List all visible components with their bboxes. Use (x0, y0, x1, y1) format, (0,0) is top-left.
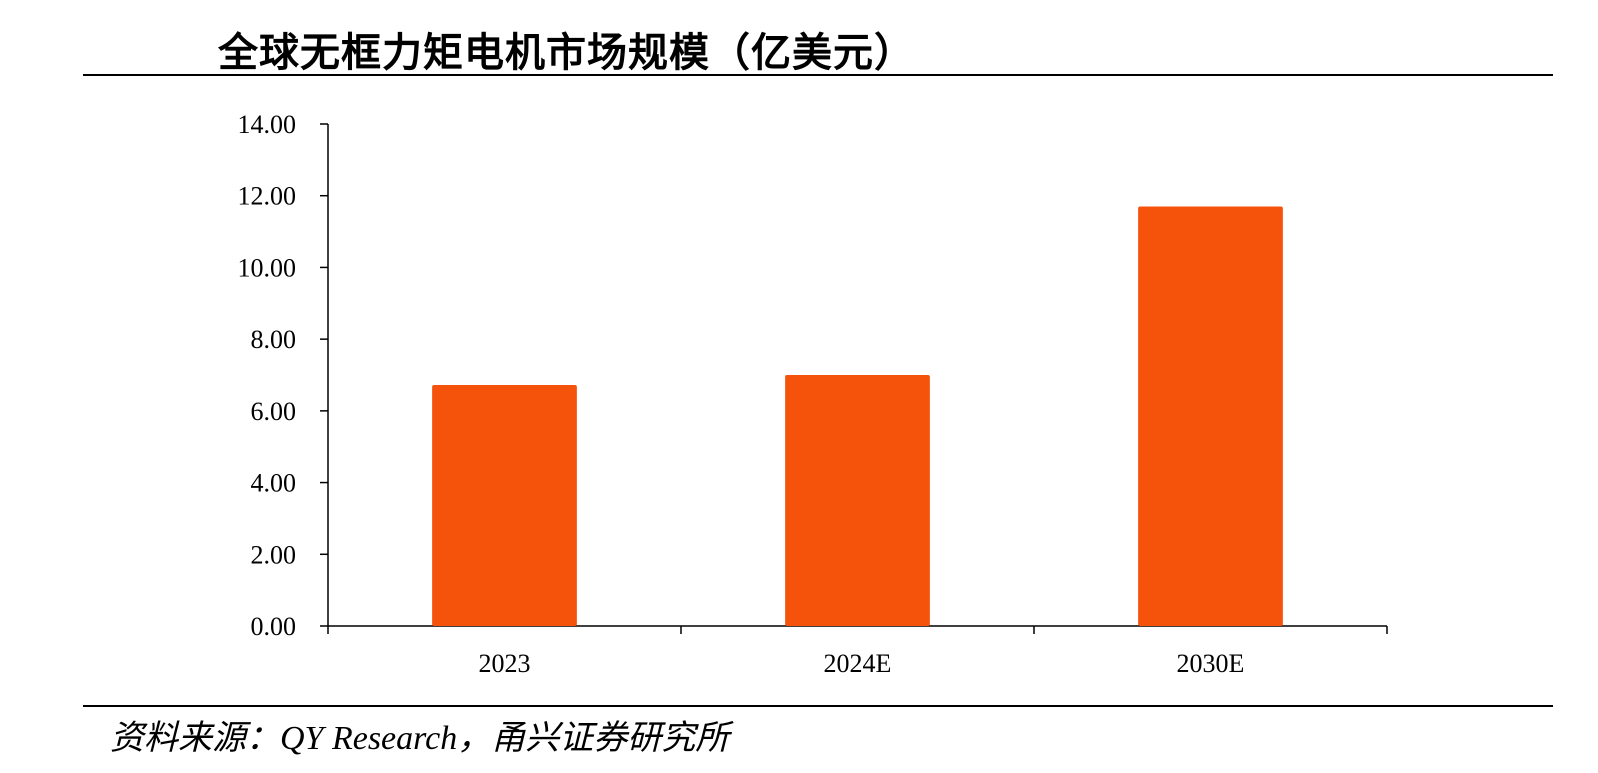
y-tick-label: 12.00 (238, 182, 297, 211)
source-note: 资料来源：QY Research，甬兴证券研究所 (110, 720, 730, 757)
y-tick-label: 6.00 (251, 397, 297, 426)
chart-title: 全球无框力矩电机市场规模（亿美元） (218, 29, 915, 76)
y-tick-label: 4.00 (251, 469, 297, 498)
bar-2023 (432, 385, 577, 626)
x-tick-label: 2023 (479, 649, 531, 678)
bar-2024E (785, 375, 930, 626)
x-tick-label: 2030E (1177, 649, 1245, 678)
y-tick-label: 14.00 (238, 110, 297, 139)
x-tick-label: 2024E (824, 649, 892, 678)
top-rule (83, 74, 1553, 76)
y-tick-label: 8.00 (251, 325, 297, 354)
y-tick-label: 0.00 (251, 612, 297, 641)
y-tick-label: 2.00 (251, 540, 297, 569)
y-tick-label: 10.00 (238, 253, 297, 282)
bottom-rule (83, 705, 1553, 707)
bar-2030E (1138, 206, 1283, 626)
